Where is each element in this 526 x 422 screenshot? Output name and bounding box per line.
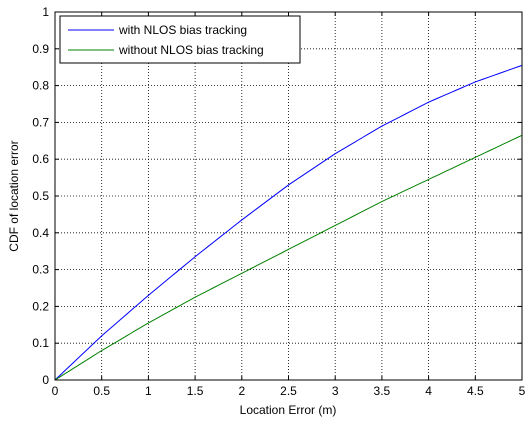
- grid: [55, 12, 522, 380]
- y-tick-label: 0.5: [32, 189, 49, 203]
- y-axis-ticks: 0 0.1 0.2 0.3 0.4 0.5 0.6 0.7 0.8 0.9 1: [32, 5, 522, 387]
- x-axis-ticks: 0 0.5 1 1.5 2 2.5 3 3.5 4 4.5 5: [52, 12, 526, 398]
- y-tick-label: 0.7: [32, 115, 49, 129]
- x-tick-label: 1.5: [187, 384, 204, 398]
- x-axis-label: Location Error (m): [240, 403, 337, 417]
- x-tick-label: 2: [238, 384, 245, 398]
- x-tick-label: 0.5: [93, 384, 110, 398]
- plot-frame: [54, 11, 523, 381]
- x-tick-label: 5: [519, 384, 526, 398]
- y-axis-label: CDF of location error: [7, 140, 21, 251]
- y-tick-label: 0.6: [32, 152, 49, 166]
- y-tick-label: 1: [42, 5, 49, 19]
- series-line-0: [54, 64, 523, 381]
- x-tick-label: 3: [332, 384, 339, 398]
- y-tick-label: 0.4: [32, 226, 49, 240]
- x-tick-label: 3.5: [374, 384, 391, 398]
- legend-label-without-nlos: without NLOS bias tracking: [118, 43, 264, 57]
- x-tick-label: 0: [52, 384, 59, 398]
- series-line-1: [54, 134, 523, 381]
- y-tick-label: 0: [42, 373, 49, 387]
- x-tick-label: 1: [145, 384, 152, 398]
- y-tick-label: 0.1: [32, 336, 49, 350]
- y-tick-label: 0.3: [32, 263, 49, 277]
- y-tick-label: 0.9: [32, 42, 49, 56]
- x-tick-label: 4: [425, 384, 432, 398]
- series-lines: [54, 64, 523, 381]
- legend: with NLOS bias tracking without NLOS bia…: [59, 15, 301, 64]
- y-tick-label: 0.2: [32, 299, 49, 313]
- y-tick-label: 0.8: [32, 79, 49, 93]
- legend-box: [59, 15, 301, 64]
- legend-label-with-nlos: with NLOS bias tracking: [118, 23, 247, 37]
- x-tick-label: 4.5: [467, 384, 484, 398]
- x-tick-label: 2.5: [280, 384, 297, 398]
